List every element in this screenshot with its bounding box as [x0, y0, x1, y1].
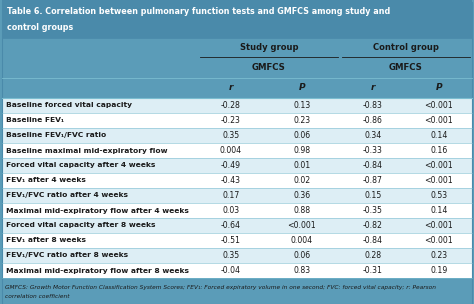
Bar — [2, 0, 472, 38]
Text: -0.23: -0.23 — [221, 116, 241, 125]
Text: GMFCS: Growth Motor Function Classification System Scores; FEV₁: Forced expirato: GMFCS: Growth Motor Function Classificat… — [5, 285, 436, 290]
Bar — [2, 38, 472, 58]
Text: r: r — [229, 84, 233, 92]
Bar — [2, 113, 472, 128]
Text: 0.98: 0.98 — [293, 146, 310, 155]
Text: FEV₁/FVC ratio after 8 weeks: FEV₁/FVC ratio after 8 weeks — [6, 253, 128, 258]
Text: -0.84: -0.84 — [363, 161, 383, 170]
Text: -0.31: -0.31 — [363, 266, 383, 275]
Text: control groups: control groups — [7, 23, 73, 32]
Text: 0.28: 0.28 — [365, 251, 382, 260]
Bar — [2, 173, 472, 188]
Text: 0.34: 0.34 — [365, 131, 382, 140]
Text: Baseline FEV₁: Baseline FEV₁ — [6, 118, 64, 123]
Text: r: r — [371, 84, 375, 92]
Text: Baseline maximal mid-expiratory flow: Baseline maximal mid-expiratory flow — [6, 147, 167, 154]
Text: Study group: Study group — [240, 43, 298, 53]
Text: -0.33: -0.33 — [363, 146, 383, 155]
Text: 0.06: 0.06 — [293, 131, 310, 140]
Text: 0.01: 0.01 — [293, 161, 310, 170]
Text: 0.14: 0.14 — [430, 131, 447, 140]
Text: 0.14: 0.14 — [430, 206, 447, 215]
Text: P: P — [436, 84, 442, 92]
Bar — [2, 203, 472, 218]
Text: 0.17: 0.17 — [222, 191, 240, 200]
Bar — [2, 98, 472, 113]
Bar — [2, 233, 472, 248]
Text: Baseline forced vital capacity: Baseline forced vital capacity — [6, 102, 132, 109]
Text: 0.06: 0.06 — [293, 251, 310, 260]
Bar — [2, 58, 472, 78]
Text: 0.88: 0.88 — [293, 206, 310, 215]
Text: -0.04: -0.04 — [221, 266, 241, 275]
Text: 0.35: 0.35 — [222, 131, 239, 140]
Text: 0.23: 0.23 — [430, 251, 447, 260]
Text: <0.001: <0.001 — [425, 236, 453, 245]
Text: 0.03: 0.03 — [222, 206, 239, 215]
Text: FEV₁/FVC ratio after 4 weeks: FEV₁/FVC ratio after 4 weeks — [6, 192, 128, 199]
Text: <0.001: <0.001 — [425, 176, 453, 185]
Text: <0.001: <0.001 — [288, 221, 316, 230]
Text: P: P — [299, 84, 305, 92]
Text: -0.35: -0.35 — [363, 206, 383, 215]
Text: -0.87: -0.87 — [363, 176, 383, 185]
Text: <0.001: <0.001 — [425, 221, 453, 230]
Text: -0.49: -0.49 — [221, 161, 241, 170]
Text: 0.02: 0.02 — [293, 176, 310, 185]
Text: Maximal mid-expiratory flow after 4 weeks: Maximal mid-expiratory flow after 4 week… — [6, 208, 189, 213]
Text: Baseline FEV₁/FVC ratio: Baseline FEV₁/FVC ratio — [6, 133, 106, 139]
Text: <0.001: <0.001 — [425, 101, 453, 110]
Text: -0.28: -0.28 — [221, 101, 241, 110]
Text: 0.19: 0.19 — [430, 266, 447, 275]
Text: 0.36: 0.36 — [293, 191, 310, 200]
Text: -0.43: -0.43 — [221, 176, 241, 185]
Text: -0.64: -0.64 — [221, 221, 241, 230]
Text: <0.001: <0.001 — [425, 116, 453, 125]
Bar — [2, 248, 472, 263]
Text: -0.83: -0.83 — [363, 101, 383, 110]
Text: -0.82: -0.82 — [363, 221, 383, 230]
Bar — [2, 78, 472, 98]
Text: FEV₁ after 4 weeks: FEV₁ after 4 weeks — [6, 178, 86, 184]
Text: Table 6. Correlation between pulmonary function tests and GMFCS among study and: Table 6. Correlation between pulmonary f… — [7, 7, 390, 16]
Text: 0.23: 0.23 — [293, 116, 310, 125]
Text: correlation coefficient: correlation coefficient — [5, 294, 70, 299]
Text: 0.13: 0.13 — [293, 101, 310, 110]
Text: 0.83: 0.83 — [293, 266, 310, 275]
Text: Maximal mid-expiratory flow after 8 weeks: Maximal mid-expiratory flow after 8 week… — [6, 268, 189, 274]
Text: Forced vital capacity after 4 weeks: Forced vital capacity after 4 weeks — [6, 163, 155, 168]
Text: 0.004: 0.004 — [291, 236, 313, 245]
Text: <0.001: <0.001 — [425, 161, 453, 170]
Text: GMFCS: GMFCS — [389, 64, 423, 72]
Text: 0.35: 0.35 — [222, 251, 239, 260]
Text: -0.84: -0.84 — [363, 236, 383, 245]
Bar — [2, 218, 472, 233]
Bar — [2, 263, 472, 278]
Bar — [2, 158, 472, 173]
Text: Control group: Control group — [373, 43, 439, 53]
Bar — [2, 128, 472, 143]
Text: 0.004: 0.004 — [220, 146, 242, 155]
Text: 0.16: 0.16 — [430, 146, 447, 155]
Text: -0.51: -0.51 — [221, 236, 241, 245]
Text: GMFCS: GMFCS — [252, 64, 286, 72]
Text: 0.53: 0.53 — [430, 191, 447, 200]
Text: -0.86: -0.86 — [363, 116, 383, 125]
Text: FEV₁ after 8 weeks: FEV₁ after 8 weeks — [6, 237, 86, 244]
Text: 0.15: 0.15 — [365, 191, 382, 200]
Bar — [2, 188, 472, 203]
Text: Forced vital capacity after 8 weeks: Forced vital capacity after 8 weeks — [6, 223, 155, 229]
Bar — [2, 278, 472, 304]
Bar — [2, 143, 472, 158]
